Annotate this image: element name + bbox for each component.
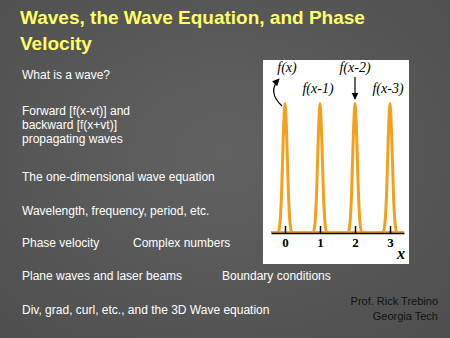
- x-axis: 0 1 2 3: [272, 226, 405, 250]
- slide: Waves, the Wave Equation, and Phase Veloc…: [0, 0, 450, 338]
- wave-pulse: [271, 103, 404, 233]
- bullet-text: backward [f(x+vt)]: [22, 118, 117, 132]
- slide-title: Waves, the Wave Equation, and Phase: [20, 7, 365, 28]
- pulse-label: f(x): [277, 60, 297, 76]
- tick: 0: [282, 226, 289, 250]
- bullet-text: What is a wave?: [22, 68, 110, 82]
- wave-pulse: [271, 103, 404, 233]
- bullet-text: Boundary conditions: [222, 269, 331, 283]
- bullet-text: Div, grad, curl, etc., and the 3D Wave e…: [22, 303, 269, 317]
- arrow: [274, 79, 282, 106]
- tick-label: 2: [352, 235, 359, 250]
- bullet-text: propagating waves: [22, 132, 123, 146]
- tick-mark: [390, 226, 392, 233]
- tick: 1: [317, 226, 324, 250]
- tick-label: 0: [282, 235, 289, 250]
- bullet-text: Complex numbers: [133, 236, 230, 250]
- bullet-text: The one-dimensional wave equation: [22, 170, 215, 184]
- wave-pulse: [271, 103, 404, 233]
- pulse-label: f(x-2): [339, 60, 370, 76]
- wave-pulse: [271, 103, 404, 233]
- plot-area: [271, 103, 404, 233]
- pulse-label: f(x-1): [302, 81, 333, 97]
- pulse-label: f(x-3): [372, 81, 403, 97]
- tick: 3: [387, 226, 394, 250]
- tick-mark: [355, 226, 357, 233]
- bullet-text: Forward [f(x-vt)] and: [22, 104, 130, 118]
- bullet-text: Plane waves and laser beams: [22, 269, 182, 283]
- axis-line: [272, 233, 405, 235]
- tick-label: 3: [387, 235, 394, 250]
- arrow: [354, 77, 355, 99]
- tick-mark: [320, 226, 322, 233]
- chart-panel: [263, 60, 409, 264]
- axis-title: x: [396, 245, 405, 262]
- author: Prof. Rick Trebino: [351, 295, 438, 307]
- tick-mark: [285, 226, 287, 233]
- bullet-text: Wavelength, frequency, period, etc.: [22, 204, 209, 218]
- author: Georgia Tech: [373, 310, 438, 322]
- slide-title: Velocity: [20, 33, 92, 54]
- background: [0, 0, 450, 338]
- tick: 2: [352, 226, 359, 250]
- bullet-text: Phase velocity: [22, 236, 99, 250]
- tick-label: 1: [317, 235, 324, 250]
